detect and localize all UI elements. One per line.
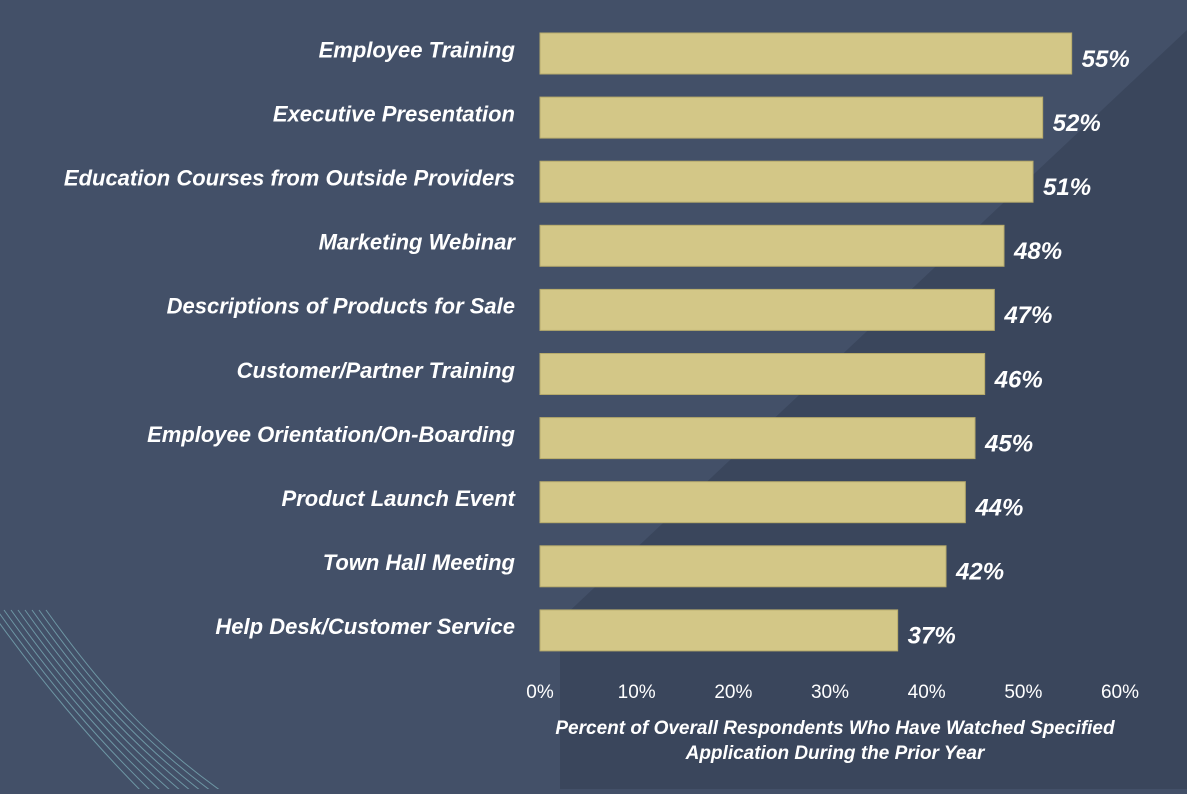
value-label: 51%	[1043, 174, 1091, 201]
bar	[539, 160, 1034, 203]
decorative-wave-lines	[0, 609, 227, 794]
background-shade	[560, 30, 1187, 789]
x-tick-label: 10%	[618, 682, 656, 703]
category-label: Town Hall Meeting	[323, 550, 516, 575]
category-label: Executive Presentation	[273, 101, 515, 126]
category-label: Marketing Webinar	[319, 230, 517, 255]
x-tick-label: 30%	[811, 682, 849, 703]
value-label: 48%	[1013, 238, 1062, 265]
decor-line	[38, 609, 217, 794]
value-label: 42%	[955, 559, 1004, 586]
decor-line	[45, 609, 227, 794]
category-label: Help Desk/Customer Service	[215, 614, 515, 639]
decor-line	[10, 609, 176, 794]
x-tick-label: 60%	[1101, 682, 1139, 703]
bar	[539, 481, 966, 524]
x-axis-ticks: 0% 10% 20% 30% 40% 50% 60%	[526, 682, 1139, 703]
category-label: Product Launch Event	[282, 486, 517, 511]
category-label: Descriptions of Products for Sale	[167, 294, 515, 319]
category-labels: Employee Training Executive Presentation E…	[64, 37, 517, 639]
value-label: 52%	[1053, 110, 1101, 137]
bar	[539, 353, 986, 395]
decor-line	[17, 609, 186, 794]
value-label: 55%	[1082, 46, 1130, 73]
x-axis-title: Percent of Overall Respondents Who Have …	[555, 718, 1115, 764]
x-axis-title-line: Percent of Overall Respondents Who Have …	[555, 718, 1115, 739]
x-tick-label: 40%	[908, 682, 946, 703]
value-label: 47%	[1003, 302, 1052, 329]
bar	[539, 96, 1044, 139]
bar	[539, 609, 899, 652]
x-tick-label: 0%	[526, 682, 554, 703]
decor-line	[3, 609, 166, 794]
decor-line	[0, 613, 155, 794]
value-label: 45%	[984, 430, 1033, 457]
category-label: Employee Training	[319, 37, 516, 62]
value-label: 37%	[908, 623, 956, 650]
bar	[539, 417, 976, 460]
bar	[539, 545, 947, 588]
bar	[539, 288, 995, 331]
category-label: Education Courses from Outside Providers	[64, 166, 515, 191]
category-label: Customer/Partner Training	[237, 358, 516, 383]
bar	[539, 224, 1005, 267]
bars-group	[539, 32, 1073, 652]
x-axis-title-line: Application During the Prior Year	[685, 743, 986, 764]
bar	[539, 32, 1073, 75]
decor-line	[24, 609, 196, 794]
x-tick-label: 50%	[1004, 682, 1042, 703]
decor-line	[31, 609, 206, 794]
category-label: Employee Orientation/On-Boarding	[147, 422, 515, 447]
value-label: 46%	[994, 366, 1043, 393]
x-tick-label: 20%	[714, 682, 752, 703]
value-label: 44%	[974, 495, 1023, 522]
value-labels: 55% 52% 51% 48% 47% 46% 45% 44% 42% 37%	[908, 46, 1130, 650]
decor-line	[0, 623, 145, 794]
